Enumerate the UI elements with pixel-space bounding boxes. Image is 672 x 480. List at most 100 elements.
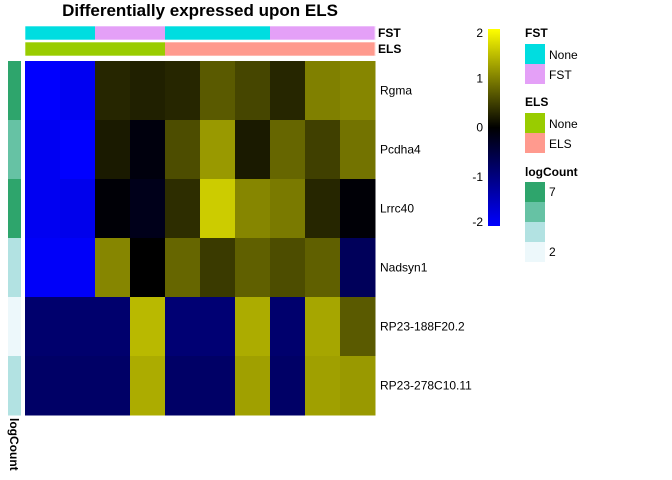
heatmap-cell-Lrrc40-6 — [200, 179, 236, 239]
annotation-cell-els-4 — [130, 42, 166, 56]
annotation-outline — [24, 25, 376, 41]
heatmap-cell-RP23-188F20.2-8 — [270, 297, 306, 357]
heatmap-cell-Nadsyn1-6 — [200, 238, 236, 298]
legend-swatch — [525, 242, 545, 262]
heatmap-cell-Pcdha4-2 — [60, 120, 96, 180]
heatmap-cell-RP23-188F20.2-1 — [25, 297, 61, 357]
legend-label: ELS — [549, 137, 572, 151]
legend-swatch — [525, 133, 545, 153]
legend-title: FST — [525, 26, 548, 40]
heatmap-cell-Lrrc40-1 — [25, 179, 61, 239]
annotation-cell-fst-5 — [165, 26, 201, 40]
heatmap-cell-Lrrc40-3 — [95, 179, 131, 239]
heatmap-cell-RP23-188F20.2-2 — [60, 297, 96, 357]
legend-logcount: logCount 7 2 — [525, 165, 578, 262]
annotation-cell-fst-6 — [200, 26, 236, 40]
heatmap-cell-Nadsyn1-8 — [270, 238, 306, 298]
heatmap-cell-Lrrc40-8 — [270, 179, 306, 239]
heatmap-cell-Rgma-8 — [270, 61, 306, 121]
heatmap-cell-Nadsyn1-9 — [305, 238, 341, 298]
annotation-cell-els-5 — [165, 42, 201, 56]
annotation-cell-fst-10 — [340, 26, 376, 40]
row-label: RP23-188F20.2 — [380, 320, 465, 334]
colorbar-tick-label: -2 — [472, 215, 483, 229]
heatmap-cell-Rgma-3 — [95, 61, 131, 121]
colorbar — [488, 29, 500, 226]
heatmap-cell-RP23-188F20.2-6 — [200, 297, 236, 357]
heatmap-cell-Pcdha4-3 — [95, 120, 131, 180]
row-annotation-label: logCount — [7, 418, 21, 471]
colorbar-tick-label: 0 — [476, 121, 483, 135]
legend-label: FST — [549, 68, 572, 82]
heatmap-cell-Rgma-4 — [130, 61, 166, 121]
heatmap-cell-Nadsyn1-1 — [25, 238, 61, 298]
annotation-cell-els-10 — [340, 42, 376, 56]
color-scale-legend: 2 1 0 -1 -2 — [472, 26, 500, 229]
annotation-cell-fst-4 — [130, 26, 166, 40]
heatmap-cell-Rgma-2 — [60, 61, 96, 121]
legend-label: None — [549, 48, 578, 62]
legend-label: 2 — [549, 245, 556, 259]
legend-swatch — [525, 222, 545, 242]
row-annotation-cell — [8, 61, 21, 121]
heatmap-cell-RP23-188F20.2-7 — [235, 297, 271, 357]
row-annotation-cell — [8, 297, 21, 357]
row-label: RP23-278C10.11 — [380, 379, 472, 393]
heatmap-cell-Rgma-10 — [340, 61, 376, 121]
legend-swatch — [525, 44, 545, 64]
row-label: Lrrc40 — [380, 202, 414, 216]
heatmap-cell-RP23-188F20.2-10 — [340, 297, 376, 357]
heatmap-cell-RP23-188F20.2-5 — [165, 297, 201, 357]
heatmap-cell-Pcdha4-10 — [340, 120, 376, 180]
row-annotation-logcount: logCount — [7, 61, 21, 471]
row-label: Rgma — [380, 84, 412, 98]
annotation-cell-fst-9 — [305, 26, 341, 40]
heatmap-cell-Nadsyn1-10 — [340, 238, 376, 298]
legend-swatch — [525, 182, 545, 202]
heatmap-cell-Lrrc40-9 — [305, 179, 341, 239]
heatmap-cell-RP23-188F20.2-4 — [130, 297, 166, 357]
heatmap-cell-Rgma-1 — [25, 61, 61, 121]
heatmap-cell-Lrrc40-2 — [60, 179, 96, 239]
row-annotation-cell — [8, 179, 21, 239]
heatmap-cell-RP23-278C10.11-5 — [165, 356, 201, 416]
heatmap-cell-RP23-278C10.11-2 — [60, 356, 96, 416]
heatmap-cell-Pcdha4-7 — [235, 120, 271, 180]
heatmap-cell-RP23-278C10.11-10 — [340, 356, 376, 416]
annotation-cell-els-2 — [60, 42, 96, 56]
annotation-cell-fst-8 — [270, 26, 306, 40]
annotation-cell-els-6 — [200, 42, 236, 56]
heatmap-cell-Pcdha4-8 — [270, 120, 306, 180]
heatmap-cell-Nadsyn1-2 — [60, 238, 96, 298]
annotation-cell-els-7 — [235, 42, 271, 56]
heatmap-cell-Nadsyn1-7 — [235, 238, 271, 298]
heatmap-cell-RP23-278C10.11-1 — [25, 356, 61, 416]
chart-title: Differentially expressed upon ELS — [62, 1, 338, 20]
heatmap-cell-Lrrc40-5 — [165, 179, 201, 239]
annotation-cell-els-8 — [270, 42, 306, 56]
annotation-cell-fst-3 — [95, 26, 131, 40]
annotation-cell-els-1 — [25, 42, 61, 56]
row-labels: Rgma Pcdha4 Lrrc40 Nadsyn1 RP23-188F20.2 RP23… — [380, 84, 472, 393]
row-annotation-cell — [8, 120, 21, 180]
row-label: Nadsyn1 — [380, 261, 428, 275]
heatmap-cell-Rgma-7 — [235, 61, 271, 121]
heatmap-cell-Lrrc40-7 — [235, 179, 271, 239]
heatmap-cell-Nadsyn1-3 — [95, 238, 131, 298]
legend-title: logCount — [525, 165, 578, 179]
legend-swatch — [525, 64, 545, 84]
heatmap-cell-Nadsyn1-4 — [130, 238, 166, 298]
row-annotation-cell — [8, 238, 21, 298]
heatmap-cell-Pcdha4-1 — [25, 120, 61, 180]
annotation-label-els: ELS — [378, 42, 401, 56]
colorbar-tick-label: -1 — [472, 170, 483, 184]
heatmap-cell-Pcdha4-6 — [200, 120, 236, 180]
heatmap-cell-RP23-278C10.11-8 — [270, 356, 306, 416]
heatmap-cell-Pcdha4-5 — [165, 120, 201, 180]
colorbar-tick-label: 1 — [476, 71, 483, 85]
legend-label: 7 — [549, 185, 556, 199]
heatmap-cell-Pcdha4-4 — [130, 120, 166, 180]
annotation-cell-fst-2 — [60, 26, 96, 40]
